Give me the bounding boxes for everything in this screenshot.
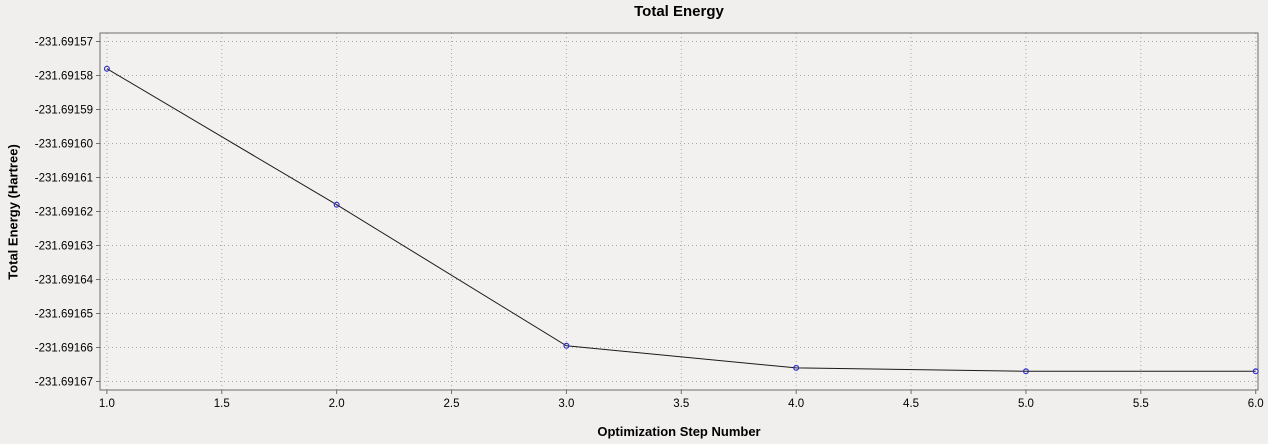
y-tick-label: -231.69165 bbox=[35, 309, 93, 321]
y-tick-label: -231.69161 bbox=[35, 173, 93, 185]
data-point-marker bbox=[103, 65, 110, 72]
y-tick-label: -231.69164 bbox=[35, 275, 94, 287]
x-tick-label: 4.0 bbox=[788, 398, 804, 410]
energy-series-line bbox=[106, 68, 1256, 372]
x-axis-label: Optimization Step Number bbox=[597, 424, 761, 439]
data-point-marker bbox=[333, 201, 340, 208]
x-tick-label: 5.0 bbox=[1018, 398, 1034, 410]
x-tick-label: 4.5 bbox=[903, 398, 919, 410]
data-point-marker bbox=[1022, 368, 1029, 375]
y-tick-label: -231.69166 bbox=[35, 343, 93, 355]
x-tick-label: 3.0 bbox=[558, 398, 574, 410]
y-tick-label: -231.69157 bbox=[35, 37, 93, 49]
x-tick-label: 1.5 bbox=[214, 398, 230, 410]
y-tick-label: -231.69162 bbox=[35, 207, 93, 219]
x-tick-label: 3.5 bbox=[673, 398, 689, 410]
x-tick-label: 5.5 bbox=[1133, 398, 1149, 410]
x-tick-label: 6.0 bbox=[1248, 398, 1264, 410]
data-point-marker bbox=[1252, 368, 1259, 375]
y-tick-label: -231.69163 bbox=[35, 241, 93, 253]
data-point-marker bbox=[563, 342, 570, 349]
x-tick-label: 1.0 bbox=[99, 398, 115, 410]
x-tick-label: 2.0 bbox=[329, 398, 345, 410]
data-point-marker bbox=[793, 364, 800, 371]
x-tick-label: 2.5 bbox=[444, 398, 460, 410]
y-tick-label: -231.69167 bbox=[35, 377, 93, 389]
y-tick-label: -231.69160 bbox=[35, 139, 93, 151]
chart-title: Total Energy bbox=[634, 3, 724, 20]
y-tick-label: -231.69159 bbox=[35, 105, 93, 117]
y-tick-label: -231.69158 bbox=[35, 71, 93, 83]
